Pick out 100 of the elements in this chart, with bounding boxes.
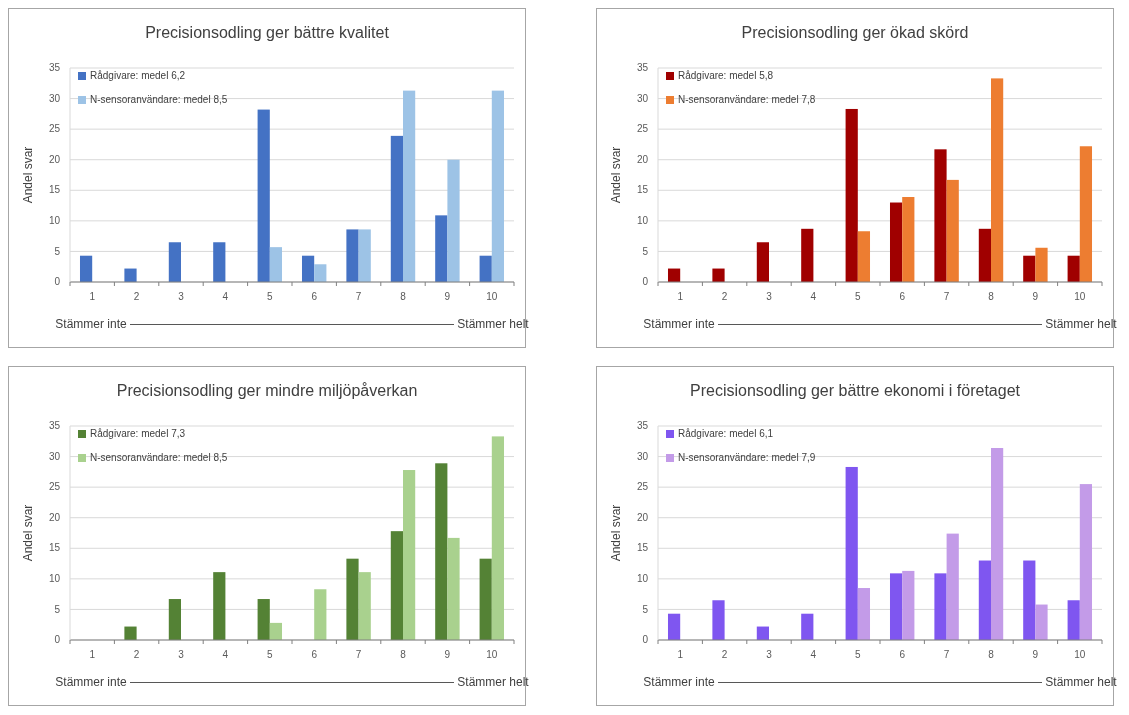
bar (213, 242, 226, 282)
bar (269, 622, 283, 640)
chart-title: Precisionsodling ger mindre miljöpåverkan (116, 382, 418, 399)
bar (358, 229, 371, 282)
bar (889, 573, 903, 640)
y-axis-title: Andel svar (609, 504, 623, 562)
y-tick-label: 0 (54, 276, 61, 288)
x-tick-label: 4 (222, 649, 229, 660)
x-tick-label: 5 (267, 291, 274, 302)
chart-title: Precisionsodling ger bättre ekonomi i företaget (690, 382, 1021, 399)
y-tick-label: 15 (636, 542, 649, 554)
legend-label: N-sensoranvändare: medel 8,5 (90, 452, 228, 464)
x-tick-label: 8 (400, 649, 407, 660)
x-tick-label: 1 (89, 649, 96, 660)
bar (946, 179, 959, 282)
y-tick-label: 25 (636, 481, 649, 493)
legend-label: N-sensoranvändare: medel 8,5 (90, 94, 228, 106)
y-tick-label: 30 (636, 92, 649, 104)
x-tick-label: 4 (810, 649, 817, 660)
bar (346, 558, 359, 640)
y-tick-label: 20 (636, 153, 649, 165)
bar (390, 531, 403, 640)
bar (712, 600, 725, 640)
y-axis-title: Andel svar (21, 146, 35, 204)
bar (946, 533, 959, 640)
x-tick-label: 10 (1074, 649, 1086, 660)
bar (991, 78, 1004, 282)
y-tick-label: 5 (642, 245, 649, 257)
x-tick-label: 3 (178, 649, 185, 660)
x-tick-label: 2 (721, 291, 728, 302)
bar (213, 572, 226, 640)
bar (801, 228, 814, 282)
bar (857, 588, 871, 640)
bar (314, 589, 327, 640)
bar (390, 135, 403, 282)
x-tick-label: 5 (855, 291, 862, 302)
bar (269, 247, 283, 282)
y-tick-label: 15 (48, 184, 61, 196)
y-tick-label: 0 (642, 276, 649, 288)
bar (667, 613, 681, 640)
y-tick-label: 30 (48, 450, 61, 462)
legend-label: Rådgivare: medel 5,8 (678, 70, 774, 82)
x-tick-label: 5 (855, 649, 862, 660)
y-tick-label: 25 (48, 481, 61, 493)
y-tick-label: 10 (48, 215, 61, 227)
bar (934, 573, 947, 640)
x-tick-label: 6 (311, 291, 318, 302)
bar (1079, 146, 1093, 282)
bar (168, 242, 181, 282)
y-axis-title: Andel svar (609, 146, 623, 204)
x-tick-label: 8 (988, 291, 995, 302)
y-tick-label: 10 (636, 573, 649, 585)
legend-label: Rådgivare: medel 6,2 (90, 70, 186, 82)
bar (902, 570, 915, 640)
bar (124, 268, 137, 282)
legend-label: Rådgivare: medel 7,3 (90, 428, 186, 440)
x-tick-label: 2 (721, 649, 728, 660)
x-tick-label: 1 (677, 649, 684, 660)
y-tick-label: 20 (48, 511, 61, 523)
y-axis-title: Andel svar (21, 504, 35, 562)
bar (991, 448, 1004, 640)
y-tick-label: 5 (54, 245, 61, 257)
x-tick-label: 1 (89, 291, 96, 302)
bar (1023, 560, 1036, 640)
y-tick-label: 35 (636, 420, 649, 432)
y-tick-label: 5 (642, 603, 649, 615)
bar (978, 560, 991, 640)
bar (346, 229, 359, 282)
y-tick-label: 35 (48, 420, 61, 432)
bar (857, 231, 871, 282)
bar (934, 149, 947, 282)
x-tick-label: 2 (133, 649, 140, 660)
x-tick-label: 4 (222, 291, 229, 302)
x-tick-label: 2 (133, 291, 140, 302)
bar (314, 264, 327, 282)
bar (712, 268, 725, 282)
bar (1035, 247, 1048, 282)
x-tick-label: 6 (311, 649, 318, 660)
bar (435, 463, 448, 640)
bar (1079, 484, 1093, 640)
x-axis-title: Stämmer inte ——————————————————————————— Stämmer helt (643, 317, 1118, 331)
x-tick-label: 7 (943, 649, 950, 660)
bar (756, 242, 769, 282)
bar (801, 613, 814, 640)
y-tick-label: 10 (48, 573, 61, 585)
y-tick-label: 20 (636, 511, 649, 523)
legend-label: N-sensoranvändare: medel 7,8 (678, 94, 816, 106)
x-tick-label: 1 (677, 291, 684, 302)
y-tick-label: 35 (636, 62, 649, 74)
bar (447, 159, 460, 282)
y-tick-label: 35 (48, 62, 61, 74)
x-tick-label: 3 (766, 291, 773, 302)
bar (889, 202, 903, 282)
x-tick-label: 5 (267, 649, 274, 660)
y-tick-label: 10 (636, 215, 649, 227)
bar (79, 255, 93, 282)
x-tick-label: 3 (178, 291, 185, 302)
chart-title: Precisionsodling ger bättre kvalitet (145, 24, 390, 41)
bar (257, 599, 270, 640)
y-tick-label: 15 (636, 184, 649, 196)
